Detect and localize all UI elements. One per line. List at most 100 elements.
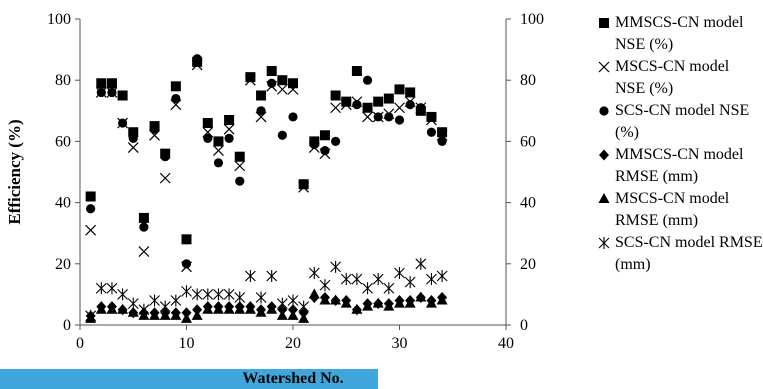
data-point [202, 118, 213, 129]
chart: 0 20 40 60 80 100 0 20 40 60 80 100 0 10 20 30 40 Effici… [5, 11, 544, 352]
data-point [191, 288, 203, 301]
data-point [319, 279, 331, 292]
data-point [181, 312, 192, 323]
legend-marker [599, 18, 609, 28]
data-point [138, 303, 150, 316]
square-marker-icon [599, 18, 609, 28]
data-point [299, 179, 309, 189]
data-point [117, 90, 128, 101]
data-point [202, 303, 214, 314]
x-tick-label: 40 [498, 335, 514, 352]
data-point [117, 303, 129, 314]
circle-marker-icon [599, 106, 609, 116]
data-point [245, 72, 255, 82]
data-point [340, 297, 352, 308]
data-point [170, 81, 181, 92]
data-point [383, 300, 395, 311]
data-point [320, 145, 330, 156]
data-point [437, 127, 448, 138]
legend-marker [598, 61, 610, 73]
data-point [437, 136, 447, 146]
series-2 [85, 59, 448, 273]
y-tick-label: 0 [63, 317, 71, 334]
legend-label: SCS-CN model NSE (%) [615, 102, 750, 141]
data-point [86, 204, 96, 214]
data-point [416, 103, 426, 113]
y-tick-label: 80 [55, 72, 71, 89]
data-point [107, 87, 117, 98]
data-point [171, 93, 181, 104]
data-point [181, 259, 192, 269]
y2-tick-label: 40 [520, 195, 536, 212]
data-marks [85, 54, 448, 323]
data-point [245, 270, 256, 283]
data-point [106, 78, 117, 89]
x-tick-label: 20 [285, 335, 301, 352]
data-point [309, 139, 319, 150]
data-point [212, 303, 224, 314]
data-point [181, 285, 192, 298]
data-point [404, 276, 416, 289]
data-point [330, 90, 341, 101]
series-3 [86, 54, 447, 269]
triangle-marker-icon [598, 193, 610, 203]
data-point [394, 115, 405, 125]
data-point [85, 191, 96, 202]
data-point [181, 307, 192, 319]
series-1 [85, 56, 448, 245]
y2-tick-label: 20 [520, 256, 536, 273]
data-point [330, 260, 341, 273]
data-point [351, 303, 363, 314]
data-point [223, 123, 235, 135]
data-point [181, 234, 192, 245]
data-point [106, 282, 118, 295]
data-point [234, 303, 246, 314]
legend-item: MSCS-CN model RMSE (mm) [597, 188, 763, 232]
data-point [213, 288, 224, 301]
data-point [277, 304, 288, 316]
data-point [276, 83, 288, 95]
x-axis-label: Watershed No. [242, 370, 344, 387]
x-axis-label-highlight [0, 369, 378, 389]
series-4 [85, 291, 448, 322]
x-tick-label: 0 [76, 335, 84, 352]
legend-item: SCS-CN model RMSE (mm) [597, 232, 763, 276]
data-point [319, 130, 330, 141]
legend-label: MMSCS-CN model NSE (%) [615, 14, 744, 53]
data-point [266, 303, 278, 314]
data-point [372, 273, 384, 286]
x-marker-icon [598, 61, 610, 73]
data-point [330, 102, 342, 114]
data-point [128, 127, 139, 138]
data-point [234, 160, 246, 172]
axes: 0 20 40 60 80 100 0 20 40 60 80 100 0 10 20 30 40 [47, 11, 544, 352]
legend-marker [599, 149, 609, 161]
data-point [319, 294, 331, 305]
data-point [426, 114, 437, 126]
data-point [288, 78, 298, 89]
data-point [425, 297, 437, 308]
data-point [426, 111, 437, 122]
data-point [234, 291, 246, 304]
data-point [267, 78, 277, 88]
x-tick-label: 30 [392, 335, 408, 352]
data-point [255, 291, 267, 304]
legend: MMSCS-CN model NSE (%) MSCS-CN model NSE … [597, 12, 763, 276]
legend-marker [598, 193, 610, 203]
y-tick-label: 60 [55, 133, 71, 150]
data-point [149, 309, 161, 320]
data-point [85, 309, 97, 322]
data-point [298, 307, 309, 319]
data-point [394, 297, 405, 308]
data-point [203, 133, 213, 143]
legend-label: SCS-CN model RMSE (mm) [615, 234, 763, 273]
data-point [288, 304, 298, 316]
data-point [276, 297, 288, 310]
data-point [224, 114, 235, 125]
y2-tick-label: 0 [520, 317, 528, 334]
data-point [405, 87, 416, 98]
data-point [330, 294, 342, 305]
legend-item: MMSCS-CN model RMSE (mm) [597, 144, 763, 188]
data-point [213, 158, 224, 168]
data-point [362, 75, 373, 85]
